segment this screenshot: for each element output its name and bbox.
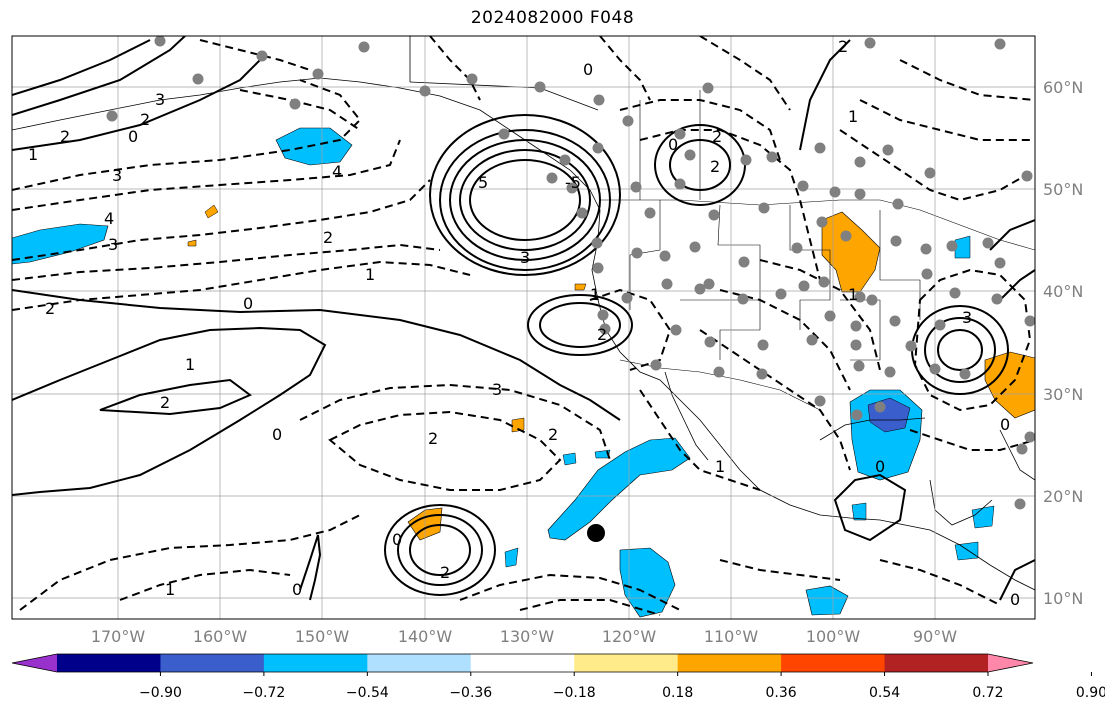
colorbar-tick-label: −0.72 <box>242 685 285 701</box>
lon-label: 150°W <box>295 627 350 646</box>
contour-label: 2 <box>710 157 720 176</box>
contour-label: 3 <box>155 90 165 109</box>
colorbar-extend-max <box>988 654 1033 672</box>
contour-label: -5 <box>565 173 581 192</box>
lon-label: 120°W <box>602 627 657 646</box>
colorbar-tick-label: 0.54 <box>869 685 900 701</box>
contour-label: 1 <box>28 145 38 164</box>
contour-label: 3 <box>108 235 118 254</box>
colorbar-segment <box>677 654 782 672</box>
contour-label: 0 <box>272 425 282 444</box>
colorbar-tick-label: −0.36 <box>449 685 492 701</box>
contour-label: 0 <box>1000 415 1010 434</box>
colorbar-segment <box>781 654 886 672</box>
colorbar-tick-label: −0.18 <box>553 685 596 701</box>
lon-label: 90°W <box>913 627 957 646</box>
contour-label: 2 <box>838 37 848 56</box>
storm-center-marker <box>587 524 605 542</box>
colorbar-segment <box>884 654 989 672</box>
contour-label: 0 <box>128 127 138 146</box>
contour-label: 2 <box>597 325 607 344</box>
contour-label: 1 <box>848 285 858 304</box>
colorbar-segment <box>470 654 575 672</box>
colorbar-segment <box>57 654 161 672</box>
colorbar-tick-label: 0.90 <box>1076 685 1105 701</box>
contour-label: 0 <box>292 580 302 599</box>
colorbar-tick-label: −0.54 <box>346 685 389 701</box>
contour-label: 4 <box>104 209 114 228</box>
contour-label: 2 <box>60 127 70 146</box>
contour-label: 2 <box>140 110 150 129</box>
lon-label: 130°W <box>500 627 555 646</box>
colorbar-outline <box>11 653 1034 673</box>
lon-label: 160°W <box>193 627 248 646</box>
lon-label: 100°W <box>806 627 861 646</box>
contour-label: 0 <box>1010 590 1020 609</box>
contour-label: 3 <box>520 248 530 267</box>
contour-label: 2 <box>548 425 558 444</box>
lat-label: 30°N <box>1043 385 1083 404</box>
contour-label: 3 <box>492 380 502 399</box>
colorbar-segment <box>263 654 368 672</box>
dashed-contours <box>12 36 1035 616</box>
latitude-labels: 60°N 50°N 40°N 30°N 20°N 10°N <box>1043 78 1083 608</box>
colorbar-extend-min <box>12 654 57 672</box>
contour-label: 2 <box>712 127 722 146</box>
colorbar: −0.90 −0.72 −0.54 −0.36 −0.18 0.18 0.36 0.54 0.7… <box>11 653 1105 701</box>
contour-label: 4 <box>332 162 342 181</box>
contour-label: 1 <box>185 355 195 374</box>
contour-label: 1 <box>165 580 175 599</box>
contour-label: 2 <box>440 563 450 582</box>
lon-label: 170°W <box>91 627 146 646</box>
colorbar-segment <box>574 654 679 672</box>
contour-label: 0 <box>875 457 885 476</box>
contour-labels: 3 2 0 1 2 3 4 4 3 2 1 0 2 2 3 5 -5 3 1 1… <box>28 37 1020 609</box>
contour-label: 0 <box>668 135 678 154</box>
map-title: 2024082000 F048 <box>470 8 635 28</box>
contour-label: 2 <box>323 228 333 247</box>
contour-label: 1 <box>715 457 725 476</box>
colorbar-segment <box>160 654 265 672</box>
contour-label: 1 <box>590 285 600 304</box>
lat-label: 20°N <box>1043 487 1083 506</box>
contour-label: 2 <box>45 299 55 318</box>
contour-label: 2 <box>428 429 438 448</box>
colorbar-tick-label: 0.18 <box>662 685 693 701</box>
colorbar-tick-label: 0.72 <box>972 685 1003 701</box>
contour-label: 1 <box>365 265 375 284</box>
contour-label: 2 <box>160 393 170 412</box>
contour-label: 3 <box>962 308 972 327</box>
colorbar-tick-label: −0.90 <box>139 685 182 701</box>
lat-label: 40°N <box>1043 282 1083 301</box>
contour-label: 0 <box>243 294 253 313</box>
station-dots <box>106 36 1035 510</box>
lon-label: 110°W <box>704 627 759 646</box>
map-border <box>11 35 1036 620</box>
contour-label: 5 <box>478 173 488 192</box>
lat-label: 10°N <box>1043 589 1083 608</box>
colorbar-tick-label: 0.36 <box>766 685 797 701</box>
contour-label: 3 <box>112 166 122 185</box>
lon-label: 140°W <box>398 627 453 646</box>
map-area <box>12 36 1035 619</box>
contour-label: 1 <box>848 107 858 126</box>
contour-label: 0 <box>392 530 402 549</box>
longitude-labels: 170°W 160°W 150°W 140°W 130°W 120°W 110°… <box>91 627 957 646</box>
lat-label: 60°N <box>1043 78 1083 97</box>
solid-contours <box>12 36 1035 601</box>
contour-label: 0 <box>583 60 593 79</box>
colorbar-segment <box>367 654 472 672</box>
lat-label: 50°N <box>1043 180 1083 199</box>
